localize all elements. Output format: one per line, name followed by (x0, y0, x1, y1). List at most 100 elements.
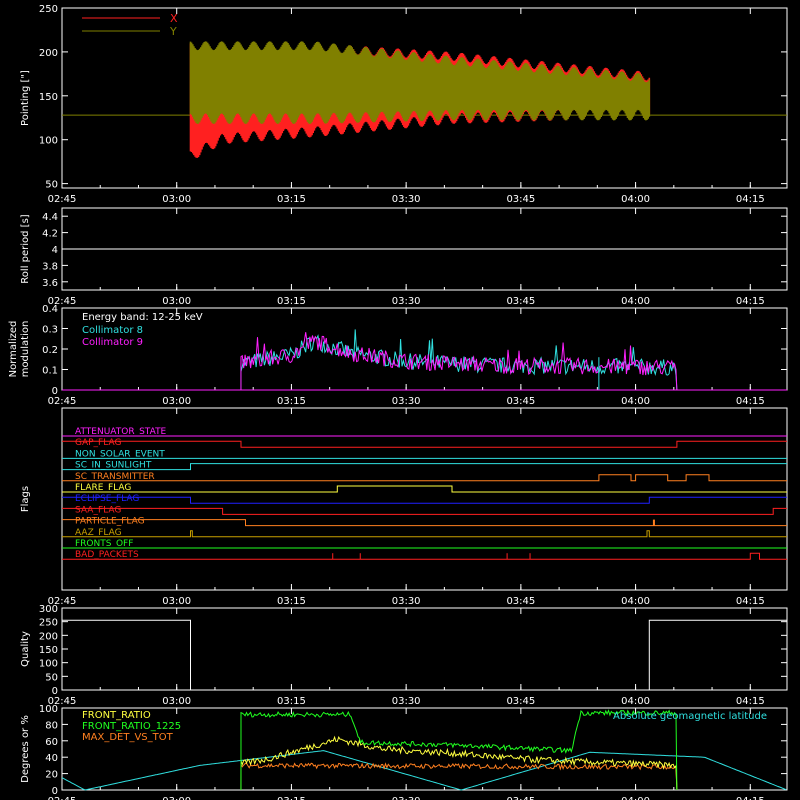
x-tick-label: 02:45 (48, 596, 77, 607)
flag-line (62, 496, 787, 504)
x-tick-label: 03:45 (506, 194, 535, 205)
x-tick-label: 03:00 (162, 296, 191, 307)
plot-frame (61, 7, 788, 189)
x-tick-label: 03:00 (162, 796, 191, 800)
panel-ratios: 02:45 03:00 03:15 03:30 03:45 04:00 04:15 0 20 40… (20, 704, 788, 800)
x-tick-label: 03:45 (506, 296, 535, 307)
x-tick-label: 03:45 (506, 696, 535, 707)
x-tick-label: 03:00 (162, 396, 191, 407)
x-tick-label: 03:15 (277, 596, 306, 607)
legend-label-right: Absolute geomagnetic latitude (613, 711, 767, 722)
flag-line (62, 440, 787, 448)
flag-label: PARTICLE_FLAG (75, 517, 145, 527)
x-tick-label: 04:15 (736, 194, 765, 205)
y-axis-label: Normalizedmodulation (8, 321, 31, 378)
panel-roll: 02:45 03:00 03:15 03:30 03:45 04:00 04:15 3.6 3.… (20, 207, 788, 307)
flag-label: ECLIPSE_FLAG (75, 494, 139, 504)
series-max-det-vs-tot (240, 762, 678, 791)
x-tick-label: 03:30 (392, 194, 421, 205)
y-axis-label: Roll period [s] (20, 214, 31, 283)
y-axis-label: Degrees or % (20, 715, 31, 783)
y-tick-label: 0 (52, 786, 58, 797)
x-tick-label: 04:15 (736, 596, 765, 607)
x-tick-label: 03:00 (162, 696, 191, 707)
y-tick-label: 100 (39, 136, 58, 147)
flag-label: NON_SOLAR_EVENT (75, 449, 165, 459)
y-axis-label: Flags (20, 486, 31, 512)
y-tick-label: 20 (45, 770, 58, 781)
flag-label: ATTENUATOR_STATE (75, 427, 167, 437)
flag-line (62, 552, 787, 560)
flag-label: SAA_FLAG (75, 505, 121, 515)
panel-quality: 02:45 03:00 03:15 03:30 03:45 04:00 04:15 0 50 10… (20, 604, 788, 707)
x-tick-label: 04:15 (736, 796, 765, 800)
legend-label: FRONT_RATIO (82, 710, 151, 721)
flag-label: FLARE_FLAG (75, 483, 131, 493)
x-tick-label: 04:15 (736, 396, 765, 407)
panel-pointing: 02:45 03:00 03:15 03:30 03:45 04:00 04:15 50 100… (20, 4, 788, 205)
series-geomag-latitude (61, 750, 787, 791)
x-tick-label: 03:45 (506, 796, 535, 800)
flag-label: AAZ_FLAG (75, 528, 122, 538)
y-tick-label: 100 (39, 659, 58, 670)
series-y (189, 41, 651, 124)
y-tick-label: 0.1 (42, 366, 58, 377)
flag-line (62, 519, 787, 527)
flag-line (62, 485, 787, 493)
x-tick-label: 03:00 (162, 596, 191, 607)
y-tick-label: 0.2 (42, 345, 58, 356)
panel-flags: 02:45 03:00 03:15 03:30 03:45 04:00 04:15 Flags… (20, 407, 788, 607)
plot-frame (61, 407, 788, 591)
flag-line (62, 530, 787, 538)
y-tick-label: 80 (45, 720, 58, 731)
flag-label: SC_TRANSMITTER (75, 472, 155, 482)
x-tick-label: 03:15 (277, 696, 306, 707)
flag-label: SC_IN_SUNLIGHT (75, 461, 152, 471)
y-tick-label: 0 (52, 686, 58, 697)
quality-series (62, 619, 787, 691)
legend-label: X (170, 12, 178, 25)
y-tick-label: 4.4 (42, 212, 58, 223)
y-tick-label: 0 (52, 386, 58, 397)
panel-modulation: 02:45 03:00 03:15 03:30 03:45 04:00 04:15 0 0.1 0… (8, 304, 788, 407)
x-tick-label: 03:45 (506, 596, 535, 607)
legend-label: FRONT_RATIO_1225 (82, 721, 181, 732)
x-tick-label: 03:15 (277, 296, 306, 307)
y-tick-label: 150 (39, 645, 58, 656)
y-tick-label: 50 (45, 180, 58, 191)
x-tick-label: 02:45 (48, 796, 77, 800)
x-tick-label: 03:30 (392, 396, 421, 407)
legend-label: Collimator 8 (82, 325, 143, 336)
legend-label: Y (169, 25, 177, 38)
y-tick-label: 200 (39, 631, 58, 642)
x-tick-label: 03:30 (392, 696, 421, 707)
y-tick-label: 40 (45, 753, 58, 764)
y-tick-label: 0.4 (42, 304, 58, 315)
y-tick-label: 100 (39, 704, 58, 715)
y-tick-label: 3.8 (42, 261, 58, 272)
x-tick-label: 03:15 (277, 796, 306, 800)
flag-line (62, 507, 787, 515)
x-tick-label: 03:30 (392, 596, 421, 607)
x-tick-label: 02:45 (48, 396, 77, 407)
x-tick-label: 02:45 (48, 296, 77, 307)
x-tick-label: 04:00 (621, 696, 650, 707)
x-tick-label: 03:15 (277, 396, 306, 407)
y-axis-label: Pointing ["] (20, 70, 31, 126)
x-tick-label: 04:00 (621, 396, 650, 407)
y-tick-label: 4.2 (42, 229, 58, 240)
x-tick-label: 02:45 (48, 194, 77, 205)
y-tick-label: 150 (39, 92, 58, 103)
y-tick-label: 50 (45, 672, 58, 683)
x-tick-label: 04:15 (736, 696, 765, 707)
y-tick-label: 200 (39, 48, 58, 59)
flag-line (62, 463, 787, 471)
x-tick-label: 04:00 (621, 194, 650, 205)
x-tick-label: 03:30 (392, 796, 421, 800)
legend-title: Energy band: 12-25 keV (82, 312, 203, 323)
x-tick-label: 03:00 (162, 194, 191, 205)
x-tick-label: 04:15 (736, 296, 765, 307)
y-tick-label: 0.3 (42, 325, 58, 336)
plot-frame (61, 707, 788, 791)
